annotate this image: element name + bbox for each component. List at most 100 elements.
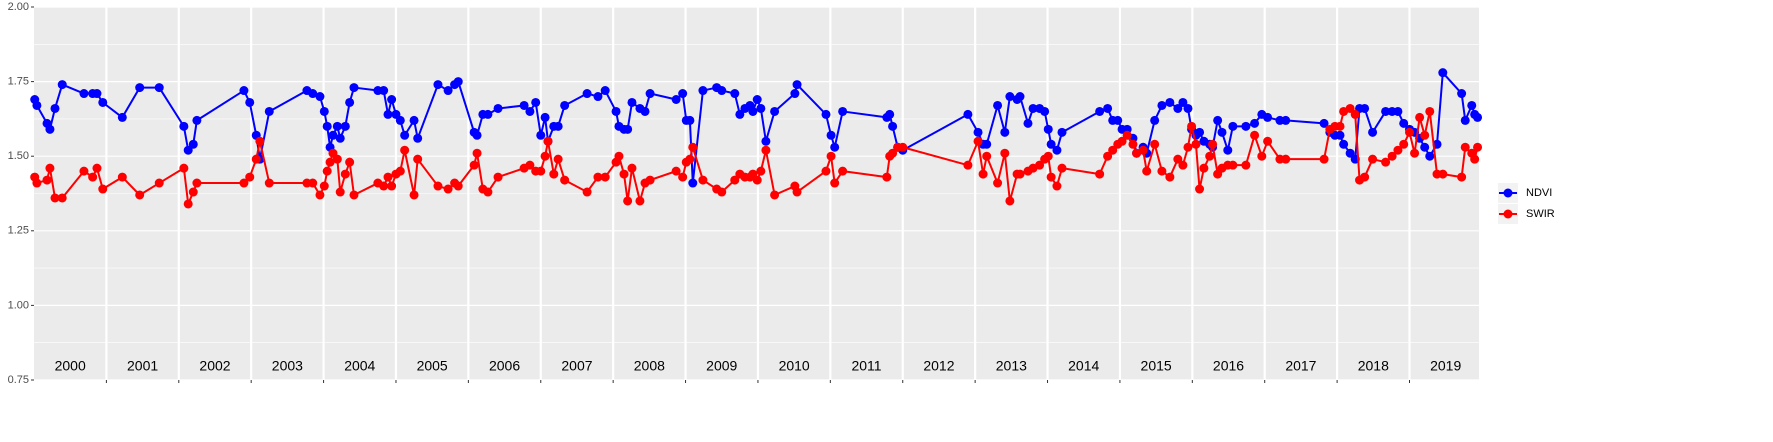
point [379, 86, 389, 96]
point [50, 103, 60, 113]
point [593, 172, 603, 182]
point [1405, 127, 1415, 137]
point [1000, 127, 1010, 137]
point [1335, 121, 1345, 131]
point [1208, 139, 1218, 149]
point [493, 103, 503, 113]
y-tick-label: 1.75 [8, 76, 29, 88]
year-label: 2013 [996, 358, 1027, 374]
point [1043, 124, 1053, 134]
point [1360, 172, 1370, 182]
point [1005, 92, 1015, 102]
point [730, 89, 740, 99]
point [717, 187, 727, 197]
point [1000, 148, 1010, 158]
point [525, 106, 535, 116]
point [332, 121, 342, 131]
year-label: 2003 [272, 358, 303, 374]
point [1350, 109, 1360, 119]
point [830, 178, 840, 188]
point [1183, 103, 1193, 113]
point [45, 163, 55, 173]
point [1410, 148, 1420, 158]
point [730, 175, 740, 185]
y-tick-label: 2.00 [8, 1, 29, 13]
point [472, 130, 482, 140]
point [748, 106, 758, 116]
point [1173, 154, 1183, 164]
point [792, 80, 802, 90]
point [179, 163, 189, 173]
point [1457, 89, 1467, 99]
point [1228, 160, 1238, 170]
y-tick-label: 0.75 [8, 374, 29, 386]
point [349, 190, 359, 200]
point [1438, 169, 1448, 179]
point [1263, 136, 1273, 146]
point [1241, 160, 1251, 170]
point [239, 86, 249, 96]
point [1470, 154, 1480, 164]
point [1165, 97, 1175, 107]
point [882, 172, 892, 182]
point [409, 115, 419, 125]
point [349, 83, 359, 93]
point [395, 166, 405, 176]
point [688, 178, 698, 188]
point [1257, 151, 1267, 161]
point [560, 175, 570, 185]
point [553, 121, 563, 131]
point [1057, 127, 1067, 137]
point [978, 169, 988, 179]
point [1460, 115, 1470, 125]
point [600, 86, 610, 96]
point [560, 100, 570, 110]
point [593, 92, 603, 102]
point [57, 193, 67, 203]
year-label: 2010 [779, 358, 810, 374]
point [45, 124, 55, 134]
point [340, 169, 350, 179]
point [1040, 106, 1050, 116]
point [154, 83, 164, 93]
point [756, 166, 766, 176]
point [400, 145, 410, 155]
point [1046, 139, 1056, 149]
point [322, 166, 332, 176]
point [982, 151, 992, 161]
point [1368, 127, 1378, 137]
point [255, 136, 265, 146]
point [888, 148, 898, 158]
point [1103, 103, 1113, 113]
point [761, 145, 771, 155]
point [898, 142, 908, 152]
point [1339, 139, 1349, 149]
point [154, 178, 164, 188]
year-label: 2012 [923, 358, 954, 374]
point [531, 97, 541, 107]
point [1368, 154, 1378, 164]
year-label: 2005 [417, 358, 448, 374]
point [472, 148, 482, 158]
point [717, 86, 727, 96]
point [761, 136, 771, 146]
point [770, 106, 780, 116]
point [135, 190, 145, 200]
point [582, 187, 592, 197]
point [614, 151, 624, 161]
point [623, 124, 633, 134]
point [1223, 145, 1233, 155]
point [792, 187, 802, 197]
point [993, 100, 1003, 110]
year-label: 2008 [634, 358, 665, 374]
point [1128, 139, 1138, 149]
point [1157, 166, 1167, 176]
point [735, 109, 745, 119]
point [1250, 118, 1260, 128]
year-label: 2007 [561, 358, 592, 374]
point [443, 184, 453, 194]
point [536, 130, 546, 140]
point [1199, 163, 1209, 173]
y-tick-label: 1.00 [8, 299, 29, 311]
point [888, 121, 898, 131]
